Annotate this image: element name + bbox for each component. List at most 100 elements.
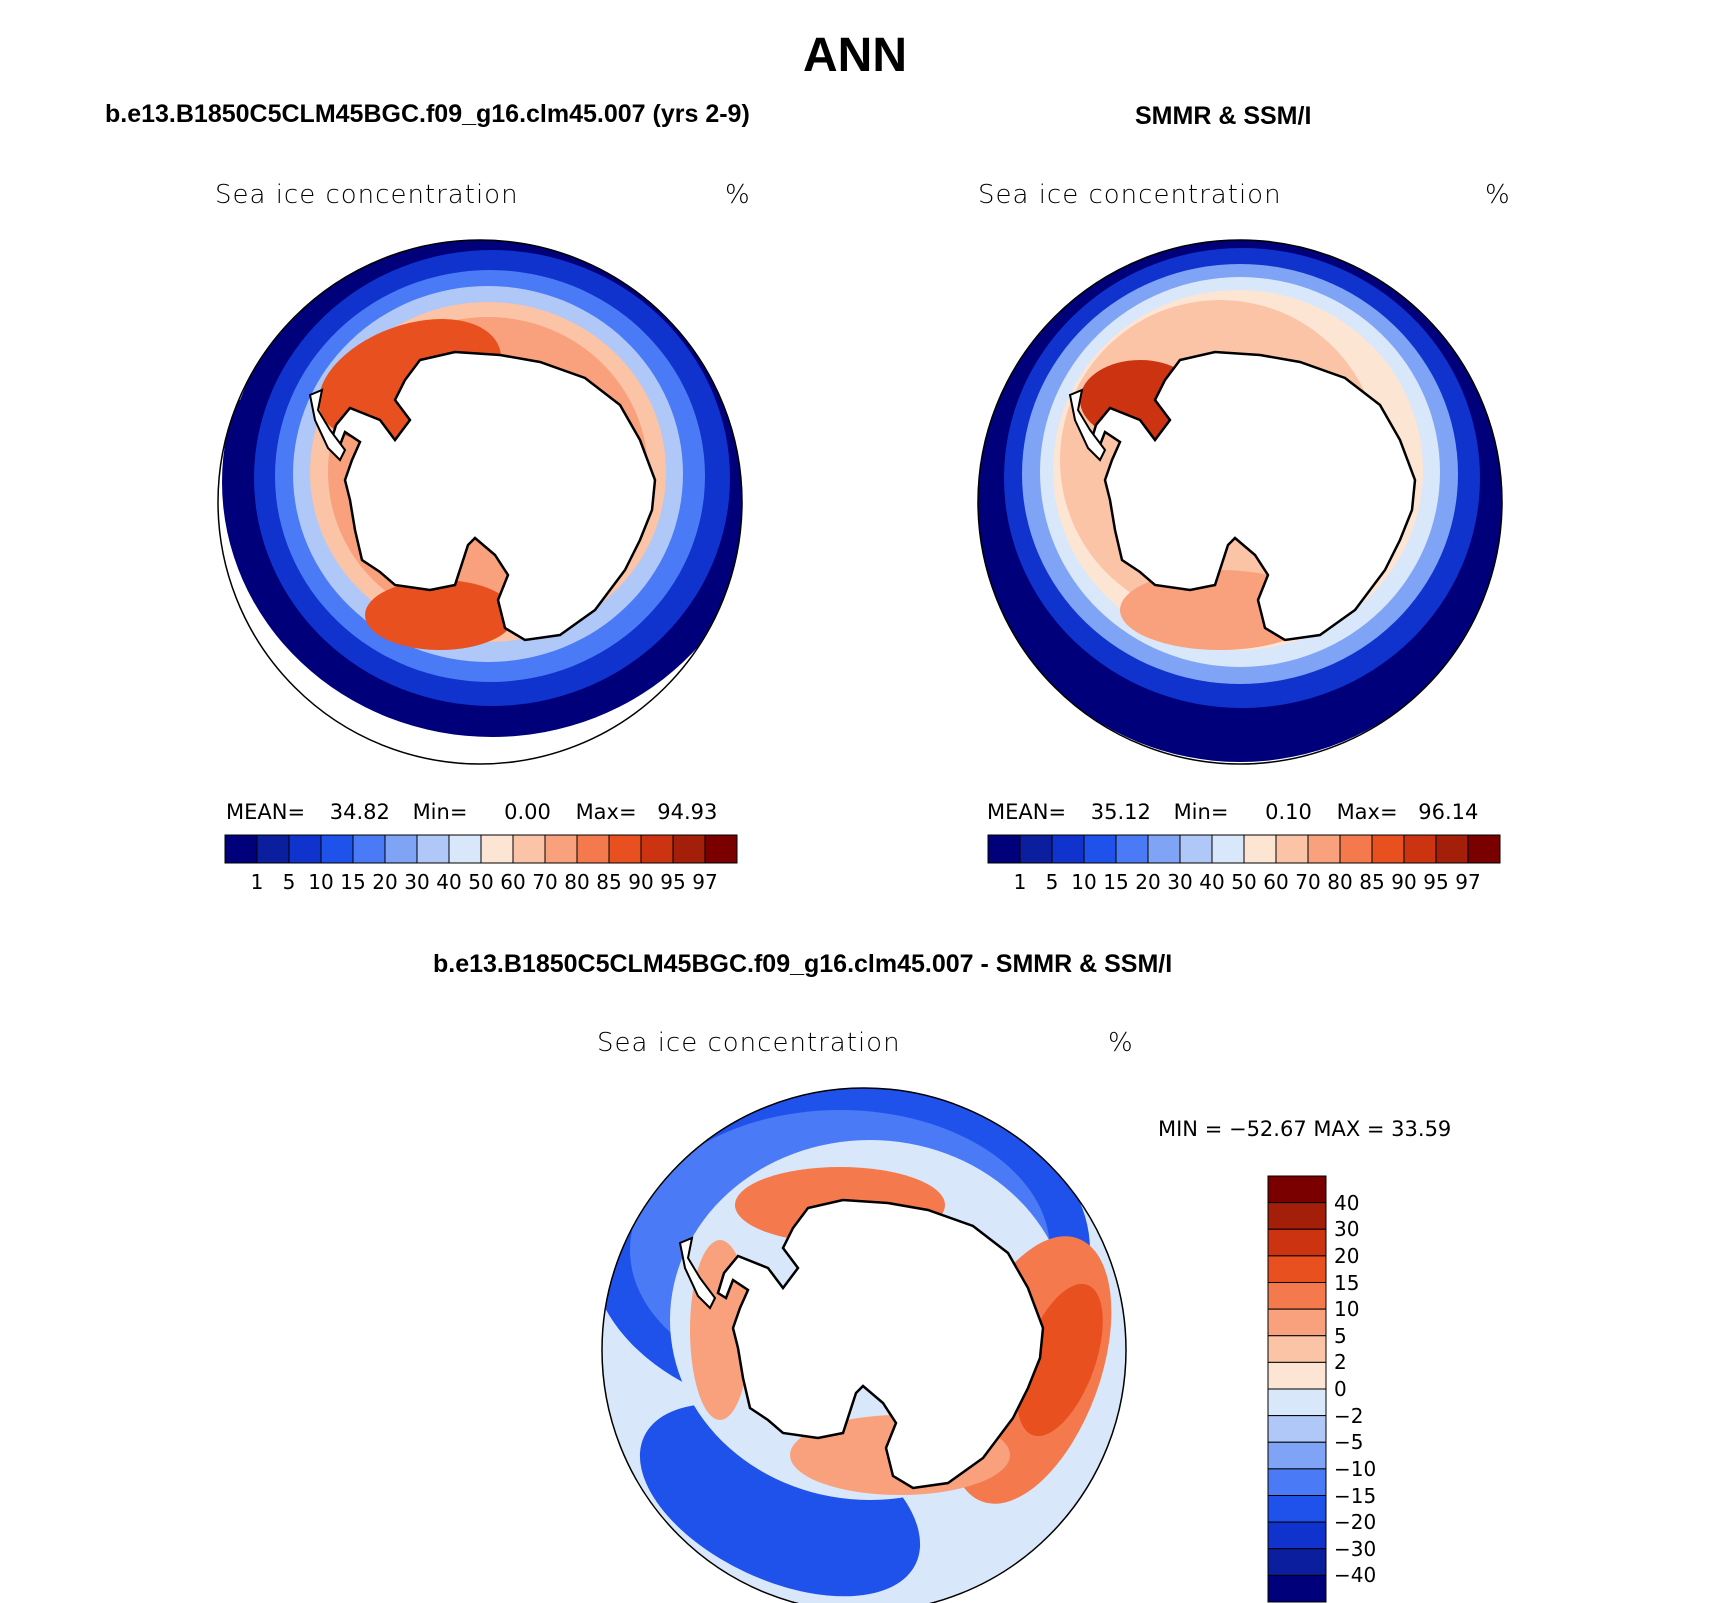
panel-2-variable-label: Sea ice concentration <box>978 180 1282 210</box>
colorbar-swatch <box>1267 1361 1327 1390</box>
panel-2-ice-ring-1 <box>978 240 1502 762</box>
colorbar-tick-label: −10 <box>1334 1456 1377 1481</box>
diff-panel-peninsula <box>678 1236 717 1310</box>
colorbar-swatch <box>320 834 354 864</box>
colorbar-swatch <box>288 834 322 864</box>
colorbar-tick-label: 85 <box>596 870 622 894</box>
panel-2-ice-ring-3 <box>1022 264 1458 684</box>
colorbar-swatch <box>1179 834 1213 864</box>
colorbar-tick-label: 50 <box>468 870 494 894</box>
panel-1-ice-ring-5 <box>310 302 666 642</box>
colorbar-swatch <box>608 834 642 864</box>
colorbar-tick-label: 80 <box>564 870 590 894</box>
colorbar-tick-label: 60 <box>1263 870 1289 894</box>
colorbar-tick-label: −40 <box>1334 1563 1377 1588</box>
panel-2-mean-label: MEAN= <box>987 800 1067 824</box>
panel-1-peninsula <box>308 388 347 462</box>
colorbar-swatch <box>1267 1202 1327 1230</box>
colorbar-tick-label: 97 <box>1455 870 1481 894</box>
colorbar-swatch <box>1339 834 1373 864</box>
colorbar-swatch <box>448 834 482 864</box>
colorbar-swatch <box>1147 834 1181 864</box>
panel-2-ice-ring-6 <box>1060 300 1380 620</box>
colorbar-swatch <box>1267 1468 1327 1496</box>
panel-1-ice-ring-1 <box>222 240 742 737</box>
panel-1-max-label: Max= <box>575 800 637 824</box>
panel-2-antarctica <box>1088 350 1417 642</box>
panel-2-min-label: Min= <box>1173 800 1229 824</box>
panel-1-ice-ring-2 <box>254 250 730 706</box>
panel-2-mean-value: 35.12 <box>1090 800 1151 824</box>
colorbar-tick-label: 30 <box>1167 870 1193 894</box>
panel-2-ice-ring-5 <box>1053 290 1423 650</box>
colorbar-tick-label: 50 <box>1231 870 1257 894</box>
colorbar-tick-label: 20 <box>372 870 398 894</box>
colorbar-tick-label: −15 <box>1334 1483 1377 1508</box>
colorbar-swatch <box>1267 1228 1327 1257</box>
diff-panel-minmax: MIN = −52.67 MAX = 33.59 <box>1158 1117 1452 1141</box>
colorbar-tick-label: 95 <box>660 870 686 894</box>
panel-1-colorbar <box>224 834 738 864</box>
colorbar-tick-label: 10 <box>1071 870 1097 894</box>
diff-panel-east-red-core <box>1017 1283 1103 1437</box>
colorbar-tick-label: 15 <box>1334 1270 1360 1295</box>
diff-panel-ring-light <box>670 1140 1070 1500</box>
panel-2-max-label: Max= <box>1336 800 1398 824</box>
colorbar-tick-label: 30 <box>1334 1217 1360 1242</box>
panel-2-ice-ring-2 <box>1004 248 1480 708</box>
panel-2-stats: MEAN= 35.12 Min= 0.10 Max= 96.14 <box>987 800 1478 824</box>
panel-1-max-value: 94.93 <box>657 800 718 824</box>
colorbar-swatch <box>1371 834 1405 864</box>
colorbar-tick-label: 40 <box>436 870 462 894</box>
colorbar-swatch <box>1267 1495 1327 1523</box>
diff-panel-units-label: % <box>1108 1028 1134 1058</box>
colorbar-swatch <box>1267 1441 1327 1470</box>
panel-1-weddell-high <box>318 318 502 442</box>
colorbar-tick-label: 20 <box>1334 1243 1360 1268</box>
diff-panel-colorbar-labels: 40 30 20 15 10 5 2 0 −2 −5 −10 −15 −20 −30 −40 <box>1334 1176 1414 1602</box>
colorbar-swatch <box>1267 1308 1327 1337</box>
diff-panel-colorbar <box>1267 1175 1327 1603</box>
colorbar-swatch <box>1275 834 1309 864</box>
panel-2-units-label: % <box>1485 180 1511 210</box>
colorbar-tick-label: 80 <box>1327 870 1353 894</box>
colorbar-swatch <box>1267 1282 1327 1310</box>
panel-1-mean-label: MEAN= <box>226 800 306 824</box>
colorbar-swatch <box>1267 1574 1327 1603</box>
colorbar-tick-label: 10 <box>1334 1297 1360 1322</box>
panel-2-weddell-high <box>1080 360 1200 440</box>
colorbar-swatch <box>1115 834 1149 864</box>
colorbar-tick-label: 70 <box>532 870 558 894</box>
colorbar-tick-label: 20 <box>1135 870 1161 894</box>
panel-2-colorbar <box>987 834 1501 864</box>
colorbar-swatch <box>1267 1388 1327 1417</box>
colorbar-swatch <box>576 834 610 864</box>
panel-2-colorbar-labels: 1 5 10 15 20 30 40 50 60 70 80 85 90 95 97 <box>988 870 1500 896</box>
colorbar-swatch <box>256 834 290 864</box>
panel-1-antarctica <box>328 350 657 642</box>
colorbar-tick-label: 90 <box>628 870 654 894</box>
colorbar-tick-label: 1 <box>250 870 264 894</box>
panel-2-title: SMMR & SSM/I <box>1135 102 1312 130</box>
colorbar-swatch <box>480 834 514 864</box>
diff-panel-west-red <box>690 1240 750 1420</box>
figure-title: ANN <box>803 29 907 82</box>
panel-1-min-value: 0.00 <box>504 800 551 824</box>
colorbar-swatch <box>704 834 738 864</box>
colorbar-tick-label: 70 <box>1295 870 1321 894</box>
colorbar-tick-label: 97 <box>692 870 718 894</box>
diff-panel-antarctica <box>716 1198 1045 1490</box>
colorbar-tick-label: 40 <box>1199 870 1225 894</box>
colorbar-tick-label: 0 <box>1334 1377 1347 1401</box>
diff-panel-east-red <box>948 1236 1112 1504</box>
colorbar-tick-label: 30 <box>404 870 430 894</box>
panel-2-ross-band <box>1120 570 1320 650</box>
colorbar-tick-label: 15 <box>340 870 366 894</box>
diff-panel-south-red <box>790 1415 1010 1495</box>
colorbar-swatch <box>1307 834 1341 864</box>
panel-2-ice-ring-4 <box>1040 277 1440 667</box>
colorbar-tick-label: −5 <box>1334 1430 1364 1455</box>
panel-2-min-value: 0.10 <box>1265 800 1312 824</box>
colorbar-tick-label: 40 <box>1334 1190 1360 1215</box>
diff-panel-north-red <box>735 1167 945 1243</box>
